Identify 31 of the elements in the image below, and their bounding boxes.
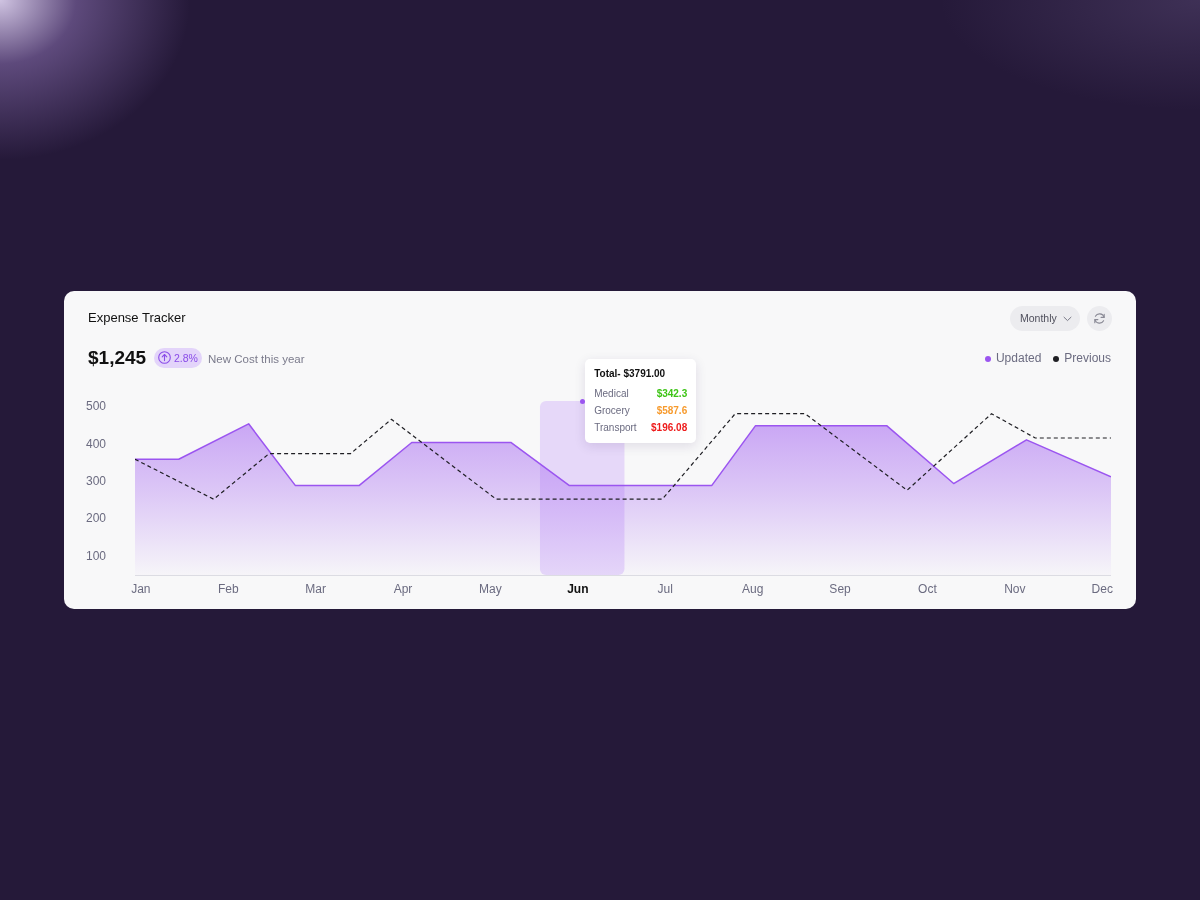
x-tick-label: Sep xyxy=(829,581,852,596)
text: Medical xyxy=(594,388,629,400)
annotation: Transport xyxy=(594,422,637,434)
x-tick-label: Apr xyxy=(393,581,413,596)
x-tick-label: Feb xyxy=(217,581,239,596)
y-tick-label: 300 xyxy=(86,473,107,488)
x-tick-label: Jan xyxy=(131,581,151,596)
text: Total- $3791.00 xyxy=(594,368,666,380)
text: $1,245 xyxy=(88,346,147,370)
x-tick-label: Oct xyxy=(918,581,938,596)
x-tick-label: Jun xyxy=(567,581,589,596)
text: New Cost this year xyxy=(208,352,305,366)
x-tick-label: Aug xyxy=(741,581,764,596)
text: 2.8% xyxy=(174,352,198,365)
annotation: Grocery xyxy=(594,405,630,417)
x-tick-label: Nov xyxy=(1004,581,1026,596)
x-tick-label: Jul xyxy=(657,581,673,596)
legend-label: Updated xyxy=(995,351,1042,366)
y-tick-label: 200 xyxy=(86,511,107,526)
y-tick-label: 400 xyxy=(86,436,107,451)
y-tick-label: 500 xyxy=(86,399,107,414)
legend-label: Previous xyxy=(1064,351,1111,366)
text: Monthly xyxy=(1020,312,1057,325)
x-tick-label: Dec xyxy=(1091,581,1113,596)
x-tick-label: May xyxy=(479,581,502,596)
annotation: $196.08 xyxy=(651,422,688,434)
x-tick-label: Mar xyxy=(305,581,326,596)
annotation: $587.6 xyxy=(656,405,688,417)
text: $342.3 xyxy=(656,388,688,400)
y-tick-label: 100 xyxy=(86,548,107,563)
chart-title: Expense Tracker xyxy=(88,310,186,326)
